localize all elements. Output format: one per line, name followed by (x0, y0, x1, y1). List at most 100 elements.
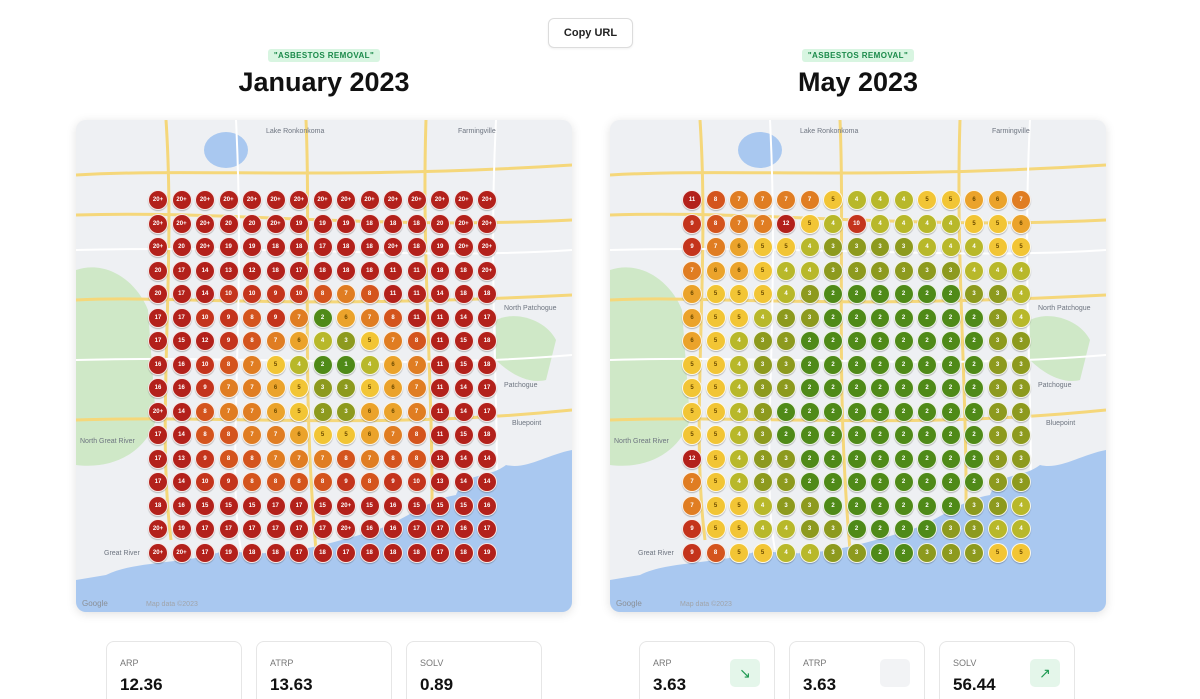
rank-dot[interactable]: 14 (171, 401, 192, 422)
rank-dot[interactable]: 15 (430, 495, 450, 516)
rank-dot[interactable]: 4 (940, 237, 961, 257)
rank-dot[interactable]: 2 (893, 425, 914, 445)
rank-dot[interactable]: 10 (195, 472, 215, 492)
rank-dot[interactable]: 3 (987, 495, 1008, 516)
rank-dot[interactable]: 20+ (430, 190, 450, 210)
rank-dot[interactable]: 13 (218, 260, 239, 281)
rank-dot[interactable]: 17 (430, 519, 450, 539)
rank-dot[interactable]: 2 (893, 307, 914, 328)
rank-dot[interactable]: 7 (799, 190, 820, 210)
rank-dot[interactable]: 9 (336, 472, 356, 492)
rank-dot[interactable]: 5 (705, 472, 726, 492)
rank-dot[interactable]: 10 (406, 472, 427, 492)
rank-dot[interactable]: 4 (729, 425, 749, 445)
rank-dot[interactable]: 17 (148, 331, 168, 351)
rank-dot[interactable]: 11 (383, 260, 403, 281)
rank-dot[interactable]: 5 (289, 401, 309, 422)
rank-dot[interactable]: 5 (682, 354, 702, 375)
rank-dot[interactable]: 19 (242, 237, 262, 257)
rank-dot[interactable]: 5 (705, 401, 726, 422)
rank-dot[interactable]: 2 (964, 354, 984, 375)
rank-dot[interactable]: 17 (171, 307, 192, 328)
rank-dot[interactable]: 17 (430, 542, 450, 563)
rank-dot[interactable]: 3 (752, 378, 773, 398)
rank-dot[interactable]: 2 (823, 284, 843, 304)
rank-dot[interactable]: 16 (171, 378, 192, 398)
rank-dot[interactable]: 2 (823, 448, 843, 469)
rank-dot[interactable]: 8 (406, 331, 427, 351)
rank-dot[interactable]: 14 (171, 425, 192, 445)
rank-dot[interactable]: 4 (729, 448, 749, 469)
rank-dot[interactable]: 5 (752, 542, 773, 563)
rank-dot[interactable]: 2 (893, 401, 914, 422)
rank-dot[interactable]: 2 (870, 401, 890, 422)
rank-dot[interactable]: 15 (312, 495, 333, 516)
rank-dot[interactable]: 7 (1011, 190, 1031, 210)
rank-dot[interactable]: 2 (823, 472, 843, 492)
rank-dot[interactable]: 3 (776, 331, 796, 351)
rank-dot[interactable]: 7 (242, 354, 262, 375)
rank-dot[interactable]: 11 (406, 307, 427, 328)
rank-dot[interactable]: 16 (148, 378, 168, 398)
rank-dot[interactable]: 15 (453, 331, 474, 351)
rank-dot[interactable]: 7 (752, 190, 773, 210)
rank-dot[interactable]: 2 (917, 472, 937, 492)
rank-dot[interactable]: 2 (940, 354, 961, 375)
rank-dot[interactable]: 17 (265, 519, 286, 539)
rank-dot[interactable]: 4 (312, 331, 333, 351)
rank-dot[interactable]: 14 (195, 260, 215, 281)
rank-dot[interactable]: 5 (682, 378, 702, 398)
rank-dot[interactable]: 12 (242, 260, 262, 281)
rank-dot[interactable]: 19 (289, 213, 309, 234)
rank-dot[interactable]: 10 (218, 284, 239, 304)
rank-dot[interactable]: 2 (846, 401, 867, 422)
rank-dot[interactable]: 16 (477, 495, 497, 516)
rank-dot[interactable]: 3 (846, 542, 867, 563)
rank-dot[interactable]: 3 (823, 237, 843, 257)
rank-dot[interactable]: 20+ (265, 190, 286, 210)
rank-dot[interactable]: 4 (964, 260, 984, 281)
rank-dot[interactable]: 18 (359, 213, 380, 234)
rank-dot[interactable]: 18 (359, 237, 380, 257)
rank-dot[interactable]: 20+ (477, 237, 497, 257)
rank-dot[interactable]: 19 (430, 237, 450, 257)
rank-dot[interactable]: 20+ (195, 237, 215, 257)
rank-dot[interactable]: 2 (799, 354, 820, 375)
rank-dot[interactable]: 20+ (195, 213, 215, 234)
rank-dot[interactable]: 18 (312, 542, 333, 563)
rank-dot[interactable]: 5 (682, 425, 702, 445)
rank-dot[interactable]: 2 (940, 331, 961, 351)
rank-dot[interactable]: 3 (336, 401, 356, 422)
rank-dot[interactable]: 9 (682, 542, 702, 563)
rank-dot[interactable]: 5 (705, 425, 726, 445)
rank-dot[interactable]: 4 (893, 190, 914, 210)
rank-dot[interactable]: 6 (987, 190, 1008, 210)
rank-dot[interactable]: 6 (359, 425, 380, 445)
rank-dot[interactable]: 4 (893, 213, 914, 234)
rank-dot[interactable]: 3 (776, 495, 796, 516)
rank-dot[interactable]: 3 (1011, 425, 1031, 445)
rank-dot[interactable]: 16 (383, 519, 403, 539)
rank-dot[interactable]: 4 (729, 472, 749, 492)
rank-dot[interactable]: 2 (940, 378, 961, 398)
rank-dot[interactable]: 5 (312, 425, 333, 445)
rank-dot[interactable]: 6 (265, 378, 286, 398)
rank-dot[interactable]: 8 (359, 472, 380, 492)
rank-dot[interactable]: 17 (218, 519, 239, 539)
rank-dot[interactable]: 18 (265, 542, 286, 563)
rank-dot[interactable]: 4 (846, 190, 867, 210)
rank-dot[interactable]: 7 (265, 331, 286, 351)
rank-dot[interactable]: 14 (477, 472, 497, 492)
rank-dot[interactable]: 2 (940, 472, 961, 492)
rank-dot[interactable]: 2 (846, 284, 867, 304)
rank-dot[interactable]: 3 (752, 401, 773, 422)
rank-dot[interactable]: 11 (430, 401, 450, 422)
rank-dot[interactable]: 2 (893, 448, 914, 469)
rank-dot[interactable]: 4 (917, 213, 937, 234)
rank-dot[interactable]: 20+ (453, 213, 474, 234)
rank-dot[interactable]: 20+ (148, 190, 168, 210)
rank-dot[interactable]: 17 (242, 519, 262, 539)
rank-dot[interactable]: 9 (195, 448, 215, 469)
rank-dot[interactable]: 11 (430, 331, 450, 351)
rank-dot[interactable]: 2 (917, 401, 937, 422)
